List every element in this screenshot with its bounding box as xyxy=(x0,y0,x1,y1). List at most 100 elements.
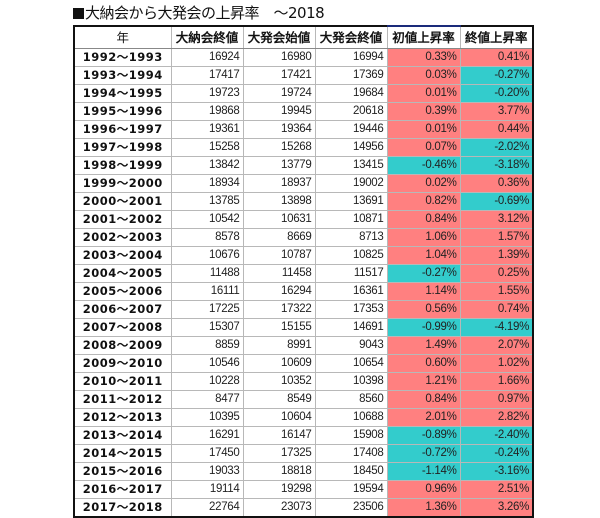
hakkai-close-cell[interactable]: 23506 xyxy=(314,498,388,518)
year-cell[interactable]: 2006～2007 xyxy=(73,300,172,319)
year-cell[interactable]: 2012～2013 xyxy=(73,408,172,427)
nokai-close-cell[interactable]: 10542 xyxy=(170,210,244,229)
year-cell[interactable]: 1997～1998 xyxy=(73,138,172,157)
nokai-close-cell[interactable]: 10676 xyxy=(170,246,244,265)
hakkai-close-cell[interactable]: 14956 xyxy=(314,138,388,157)
nokai-close-cell[interactable]: 19868 xyxy=(170,102,244,121)
close-rate-cell[interactable]: -0.20% xyxy=(459,84,534,103)
hakkai-close-cell[interactable]: 8713 xyxy=(314,228,388,247)
hakkai-close-cell[interactable]: 13691 xyxy=(314,192,388,211)
nokai-close-cell[interactable]: 19723 xyxy=(170,84,244,103)
open-rate-cell[interactable]: 0.02% xyxy=(386,174,461,193)
year-cell[interactable]: 2015～2016 xyxy=(73,462,172,481)
close-rate-cell[interactable]: 0.97% xyxy=(459,390,534,409)
hakkai-open-cell[interactable]: 17421 xyxy=(242,66,316,85)
hakkai-close-cell[interactable]: 8560 xyxy=(314,390,388,409)
year-cell[interactable]: 2016～2017 xyxy=(73,480,172,499)
open-rate-cell[interactable]: 0.96% xyxy=(386,480,461,499)
open-rate-cell[interactable]: -1.14% xyxy=(386,462,461,481)
hakkai-open-cell[interactable]: 18818 xyxy=(242,462,316,481)
open-rate-cell[interactable]: -0.46% xyxy=(386,156,461,175)
hakkai-open-cell[interactable]: 19724 xyxy=(242,84,316,103)
close-rate-cell[interactable]: 2.82% xyxy=(459,408,534,427)
hakkai-open-cell[interactable]: 15268 xyxy=(242,138,316,157)
close-rate-cell[interactable]: 1.57% xyxy=(459,228,534,247)
nokai-close-cell[interactable]: 8578 xyxy=(170,228,244,247)
year-cell[interactable]: 2009～2010 xyxy=(73,354,172,373)
open-rate-cell[interactable]: -0.89% xyxy=(386,426,461,445)
year-cell[interactable]: 2008～2009 xyxy=(73,336,172,355)
hakkai-close-cell[interactable]: 18450 xyxy=(314,462,388,481)
open-rate-cell[interactable]: 1.14% xyxy=(386,282,461,301)
hakkai-open-cell[interactable]: 13779 xyxy=(242,156,316,175)
hakkai-open-cell[interactable]: 16294 xyxy=(242,282,316,301)
close-rate-cell[interactable]: 1.66% xyxy=(459,372,534,391)
close-rate-cell[interactable]: 3.77% xyxy=(459,102,534,121)
year-cell[interactable]: 2005～2006 xyxy=(73,282,172,301)
close-rate-cell[interactable]: -3.16% xyxy=(459,462,534,481)
hakkai-open-cell[interactable]: 10352 xyxy=(242,372,316,391)
close-rate-cell[interactable]: -2.02% xyxy=(459,138,534,157)
year-cell[interactable]: 2014～2015 xyxy=(73,444,172,463)
header-year[interactable]: 年 xyxy=(73,25,172,49)
hakkai-close-cell[interactable]: 20618 xyxy=(314,102,388,121)
open-rate-cell[interactable]: 1.21% xyxy=(386,372,461,391)
year-cell[interactable]: 2002～2003 xyxy=(73,228,172,247)
nokai-close-cell[interactable]: 10546 xyxy=(170,354,244,373)
year-cell[interactable]: 2001～2002 xyxy=(73,210,172,229)
close-rate-cell[interactable]: -3.18% xyxy=(459,156,534,175)
year-cell[interactable]: 1993～1994 xyxy=(73,66,172,85)
nokai-close-cell[interactable]: 10228 xyxy=(170,372,244,391)
hakkai-close-cell[interactable]: 19684 xyxy=(314,84,388,103)
nokai-close-cell[interactable]: 8477 xyxy=(170,390,244,409)
hakkai-open-cell[interactable]: 13898 xyxy=(242,192,316,211)
hakkai-open-cell[interactable]: 10609 xyxy=(242,354,316,373)
nokai-close-cell[interactable]: 16111 xyxy=(170,282,244,301)
hakkai-close-cell[interactable]: 17408 xyxy=(314,444,388,463)
close-rate-cell[interactable]: 3.26% xyxy=(459,498,534,518)
year-cell[interactable]: 2007～2008 xyxy=(73,318,172,337)
hakkai-open-cell[interactable]: 23073 xyxy=(242,498,316,518)
open-rate-cell[interactable]: 0.84% xyxy=(386,390,461,409)
hakkai-close-cell[interactable]: 16994 xyxy=(314,48,388,67)
hakkai-close-cell[interactable]: 15908 xyxy=(314,426,388,445)
nokai-close-cell[interactable]: 8859 xyxy=(170,336,244,355)
hakkai-close-cell[interactable]: 19446 xyxy=(314,120,388,139)
hakkai-open-cell[interactable]: 19364 xyxy=(242,120,316,139)
nokai-close-cell[interactable]: 15258 xyxy=(170,138,244,157)
open-rate-cell[interactable]: -0.27% xyxy=(386,264,461,283)
close-rate-cell[interactable]: -0.24% xyxy=(459,444,534,463)
hakkai-close-cell[interactable]: 19002 xyxy=(314,174,388,193)
close-rate-cell[interactable]: 0.74% xyxy=(459,300,534,319)
hakkai-close-cell[interactable]: 10654 xyxy=(314,354,388,373)
year-cell[interactable]: 2010～2011 xyxy=(73,372,172,391)
open-rate-cell[interactable]: 1.06% xyxy=(386,228,461,247)
open-rate-cell[interactable]: 0.39% xyxy=(386,102,461,121)
hakkai-close-cell[interactable]: 10825 xyxy=(314,246,388,265)
hakkai-close-cell[interactable]: 16361 xyxy=(314,282,388,301)
nokai-close-cell[interactable]: 22764 xyxy=(170,498,244,518)
header-nokai-close[interactable]: 大納会終値 xyxy=(170,25,244,49)
open-rate-cell[interactable]: 0.33% xyxy=(386,48,461,67)
open-rate-cell[interactable]: 0.84% xyxy=(386,210,461,229)
year-cell[interactable]: 2011～2012 xyxy=(73,390,172,409)
hakkai-close-cell[interactable]: 14691 xyxy=(314,318,388,337)
close-rate-cell[interactable]: 3.12% xyxy=(459,210,534,229)
hakkai-close-cell[interactable]: 17369 xyxy=(314,66,388,85)
nokai-close-cell[interactable]: 17417 xyxy=(170,66,244,85)
header-hakkai-close[interactable]: 大発会終値 xyxy=(314,25,388,49)
open-rate-cell[interactable]: 1.04% xyxy=(386,246,461,265)
hakkai-open-cell[interactable]: 8669 xyxy=(242,228,316,247)
hakkai-close-cell[interactable]: 19594 xyxy=(314,480,388,499)
year-cell[interactable]: 2013～2014 xyxy=(73,426,172,445)
nokai-close-cell[interactable]: 17450 xyxy=(170,444,244,463)
open-rate-cell[interactable]: 0.60% xyxy=(386,354,461,373)
open-rate-cell[interactable]: 1.36% xyxy=(386,498,461,518)
close-rate-cell[interactable]: 2.07% xyxy=(459,336,534,355)
close-rate-cell[interactable]: -0.69% xyxy=(459,192,534,211)
hakkai-close-cell[interactable]: 10688 xyxy=(314,408,388,427)
hakkai-open-cell[interactable]: 19298 xyxy=(242,480,316,499)
year-cell[interactable]: 2003～2004 xyxy=(73,246,172,265)
hakkai-open-cell[interactable]: 15155 xyxy=(242,318,316,337)
year-cell[interactable]: 2017～2018 xyxy=(73,498,172,518)
